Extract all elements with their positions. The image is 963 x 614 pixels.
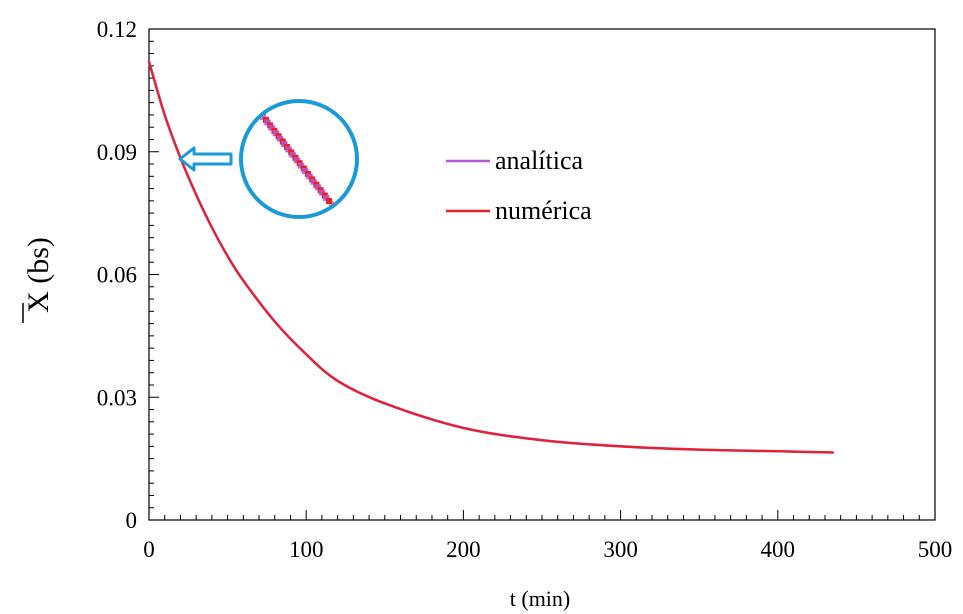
legend-label: analítica	[495, 146, 584, 175]
zoom-annotation	[178, 99, 359, 219]
legend-label: numérica	[495, 196, 592, 225]
zoom-inset-curve	[260, 114, 334, 206]
zoom-pixel	[329, 201, 334, 206]
x-axis-title: t (min)	[510, 586, 571, 611]
y-tick-label: 0.12	[97, 17, 137, 42]
x-tick-label: 0	[143, 537, 155, 562]
y-axis-title-text: X (bs)	[22, 237, 55, 313]
plot-frame	[148, 28, 936, 521]
x-tick-label: 300	[603, 537, 638, 562]
y-axis-title: X (bs)	[22, 237, 55, 323]
y-tick-label: 0.09	[97, 140, 137, 165]
x-tick-label: 400	[761, 537, 796, 562]
x-tick-label: 500	[918, 537, 953, 562]
y-tick-label: 0.06	[97, 263, 137, 288]
zoom-circle	[239, 99, 359, 219]
y-tick-label: 0	[126, 508, 138, 533]
y-tick-label: 0.03	[97, 385, 137, 410]
axis-tick-labels: 0 100 200 300 400 500 0 0.03 0.06 0.09 0.12	[97, 17, 953, 562]
series-line-analitica	[147, 60, 835, 454]
x-tick-label: 100	[289, 537, 324, 562]
x-tick-label: 200	[446, 537, 481, 562]
legend: analítica numérica	[446, 146, 592, 225]
series-line-numerica	[147, 60, 834, 454]
left-arrow-icon	[178, 146, 233, 172]
axis-ticks	[148, 28, 936, 521]
series-layer	[147, 60, 835, 454]
